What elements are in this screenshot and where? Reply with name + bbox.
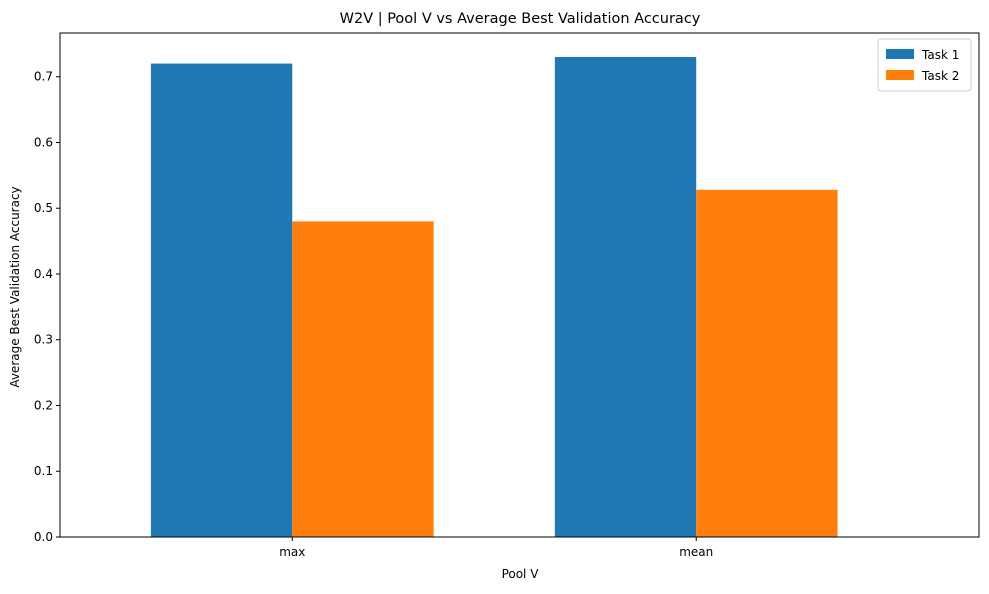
y-tick-label: 0.1	[34, 464, 53, 478]
bar-task-2-max	[292, 221, 434, 538]
legend-label-task-2: Task 2	[921, 69, 959, 83]
y-tick-label: 0.6	[34, 135, 53, 149]
x-tick-label: mean	[679, 545, 713, 559]
legend-label-task-1: Task 1	[921, 48, 959, 62]
legend-swatch-task-1	[886, 49, 914, 59]
y-tick-label: 0.5	[34, 201, 53, 215]
legend-swatch-task-2	[886, 70, 914, 80]
legend-box	[877, 38, 972, 92]
y-tick-label: 0.0	[34, 530, 53, 544]
legend: Task 1 Task 2	[877, 38, 972, 92]
y-tick-label: 0.3	[34, 333, 53, 347]
bar-task-2-mean	[696, 189, 838, 538]
axes-frame	[59, 32, 980, 538]
plot-area: 0.0 0.1 0.2 0.3 0.4 0.5 0.6 0.7 max mean	[34, 32, 980, 559]
chart-title: W2V | Pool V vs Average Best Validation …	[340, 11, 701, 27]
x-tick-label: max	[279, 545, 305, 559]
bar-task-1-max	[150, 63, 293, 537]
y-axis-label: Average Best Validation Accuracy	[8, 186, 22, 387]
y-tick-label: 0.4	[34, 267, 53, 281]
bar-task-1-mean	[554, 57, 697, 537]
x-axis-label: Pool V	[502, 567, 540, 581]
y-tick-label: 0.7	[34, 70, 53, 84]
y-tick-label: 0.2	[34, 398, 53, 412]
